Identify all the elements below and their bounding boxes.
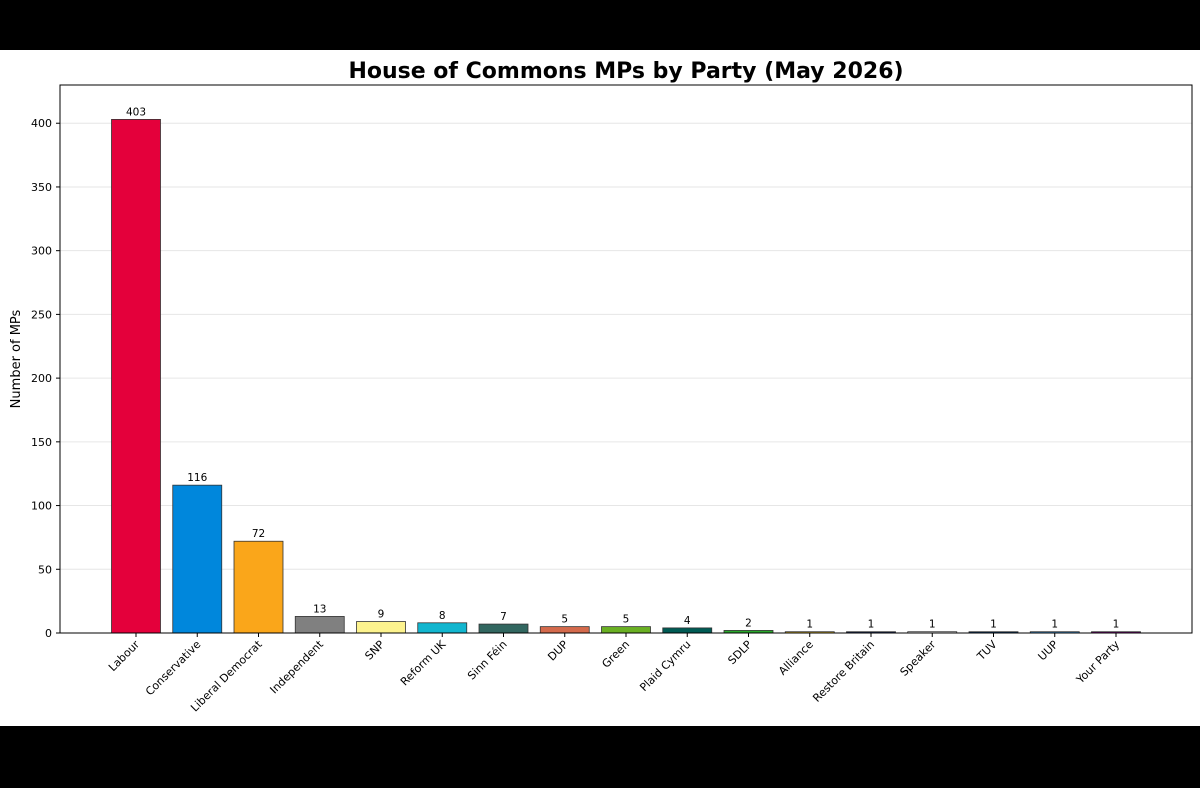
x-tick-label: Your Party: [1073, 638, 1122, 687]
value-label: 403: [126, 106, 146, 118]
x-tick-label: Conservative: [143, 638, 203, 698]
bar-snp: [356, 621, 406, 634]
value-label: 116: [187, 472, 207, 484]
value-label: 1: [868, 619, 875, 631]
value-label: 1: [1113, 619, 1120, 631]
x-tick-label: SDLP: [725, 638, 754, 667]
bar-green: [601, 626, 651, 634]
value-label: 1: [929, 619, 936, 631]
x-tick-label: SNP: [362, 638, 387, 663]
value-label: 7: [500, 611, 507, 623]
y-tick-label: 250: [31, 308, 52, 321]
x-tick-label: Labour: [106, 638, 142, 674]
bar-chart: House of Commons MPs by Party (May 2026)…: [9, 59, 1193, 714]
y-tick-label: 400: [31, 117, 52, 130]
chart-title: House of Commons MPs by Party (May 2026): [348, 59, 903, 84]
bar-sinn-f-in: [478, 623, 529, 634]
y-tick-label: 0: [45, 627, 52, 640]
bar-independent: [294, 616, 345, 634]
bars: [111, 119, 1141, 634]
x-tick-label: Speaker: [898, 638, 939, 679]
y-tick-label: 200: [31, 372, 52, 385]
grid-lines: [60, 122, 1192, 634]
value-label: 9: [378, 609, 385, 621]
value-label: 1: [806, 619, 813, 631]
x-tick-label: Restore Britain: [810, 638, 877, 705]
value-label: 1: [1051, 619, 1058, 631]
x-tick-label: Sinn Féin: [465, 638, 510, 683]
y-tick-label: 100: [31, 500, 52, 513]
x-tick-label: Independent: [267, 637, 326, 696]
value-label: 13: [313, 603, 326, 615]
y-tick-label: 50: [38, 563, 52, 576]
value-label: 1: [990, 619, 997, 631]
y-tick-label: 350: [31, 181, 52, 194]
bar-plaid-cymru: [662, 627, 713, 634]
value-label: 72: [252, 528, 265, 540]
x-tick-label: UUP: [1036, 638, 1062, 664]
x-tick-label: DUP: [545, 638, 571, 664]
x-tick-label: Plaid Cymru: [637, 638, 693, 694]
value-label: 8: [439, 610, 446, 622]
value-label: 5: [623, 614, 630, 626]
x-tick-label: Reform UK: [398, 637, 449, 688]
value-labels: 403 116 72 13 9 8 7 5 5 4 2 1 1 1 1 1 1: [126, 106, 1119, 630]
value-label: 5: [561, 614, 568, 626]
bar-conservative: [172, 484, 223, 634]
value-label: 2: [745, 617, 752, 629]
bar-dup: [539, 626, 590, 634]
bar-liberal-democrat: [233, 540, 284, 634]
y-axis-tick-labels: 0 50 100 150 200 250 300 350 400: [31, 117, 60, 640]
chart-canvas: House of Commons MPs by Party (May 2026)…: [0, 50, 1200, 726]
y-axis-label: Number of MPs: [9, 309, 24, 408]
bar-reform-uk: [417, 622, 468, 634]
plot-frame: [59, 84, 1193, 634]
x-tick-label: TUV: [974, 638, 1000, 664]
bar-labour: [111, 119, 161, 634]
y-tick-label: 150: [31, 436, 52, 449]
y-tick-label: 300: [31, 245, 52, 258]
x-tick-label: Green: [599, 638, 632, 671]
value-label: 4: [684, 615, 691, 627]
x-tick-label: Alliance: [776, 638, 816, 678]
